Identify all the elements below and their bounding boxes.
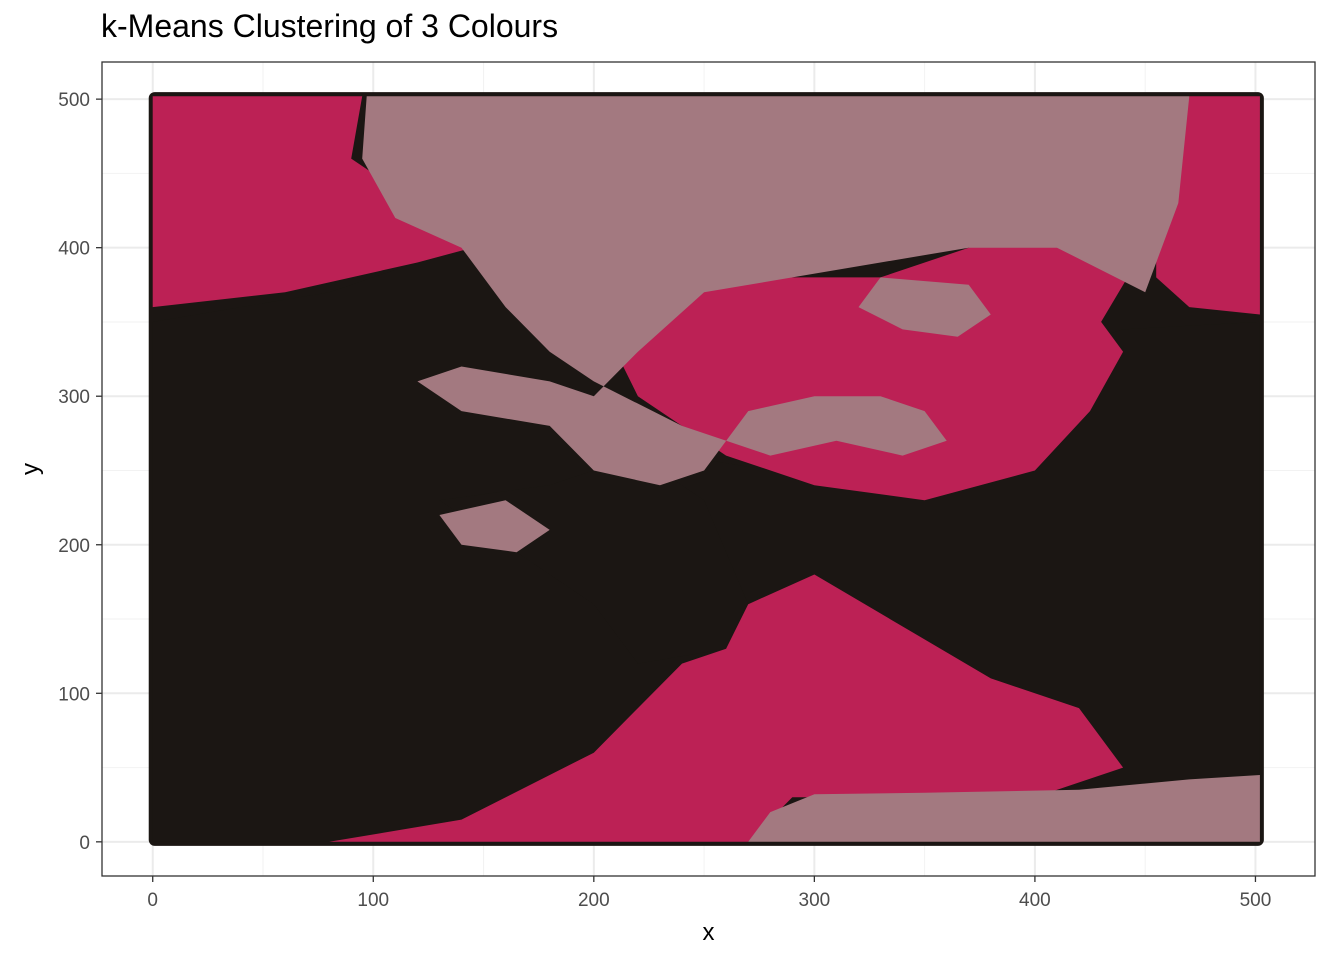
cluster-1-region-0 xyxy=(152,96,528,308)
cluster-2-region-3 xyxy=(858,277,991,337)
cluster-1-region-2 xyxy=(329,574,1124,842)
x-tick-label: 400 xyxy=(1019,890,1051,911)
x-tick-label: 0 xyxy=(147,890,158,911)
panel-border xyxy=(101,61,1316,877)
cluster-2-region-1 xyxy=(748,775,1260,842)
y-tick-label: 300 xyxy=(58,387,90,408)
y-tick-label: 100 xyxy=(58,684,90,705)
y-axis-ticks: 0 100 200 300 400 500 xyxy=(58,90,102,854)
cluster-layer xyxy=(148,92,1264,846)
x-tick-label: 200 xyxy=(578,890,610,911)
y-tick-label: 400 xyxy=(58,239,90,260)
cluster-0-region-1 xyxy=(439,455,749,664)
x-axis-ticks: 0 100 200 300 400 500 xyxy=(147,876,1271,911)
y-axis-title: y xyxy=(17,463,44,475)
y-tick-label: 500 xyxy=(58,90,90,111)
x-axis-title: x xyxy=(703,919,715,946)
y-tick-label: 200 xyxy=(58,536,90,557)
x-tick-label: 100 xyxy=(357,890,389,911)
cluster-2-region-0 xyxy=(362,96,1190,486)
x-tick-label: 500 xyxy=(1240,890,1272,911)
y-tick-label: 0 xyxy=(79,833,90,854)
chart-title: k-Means Clustering of 3 Colours xyxy=(101,8,559,44)
cluster-2-region-2 xyxy=(439,500,550,553)
x-tick-label: 300 xyxy=(799,890,831,911)
cluster-1-region-3 xyxy=(593,218,1146,501)
